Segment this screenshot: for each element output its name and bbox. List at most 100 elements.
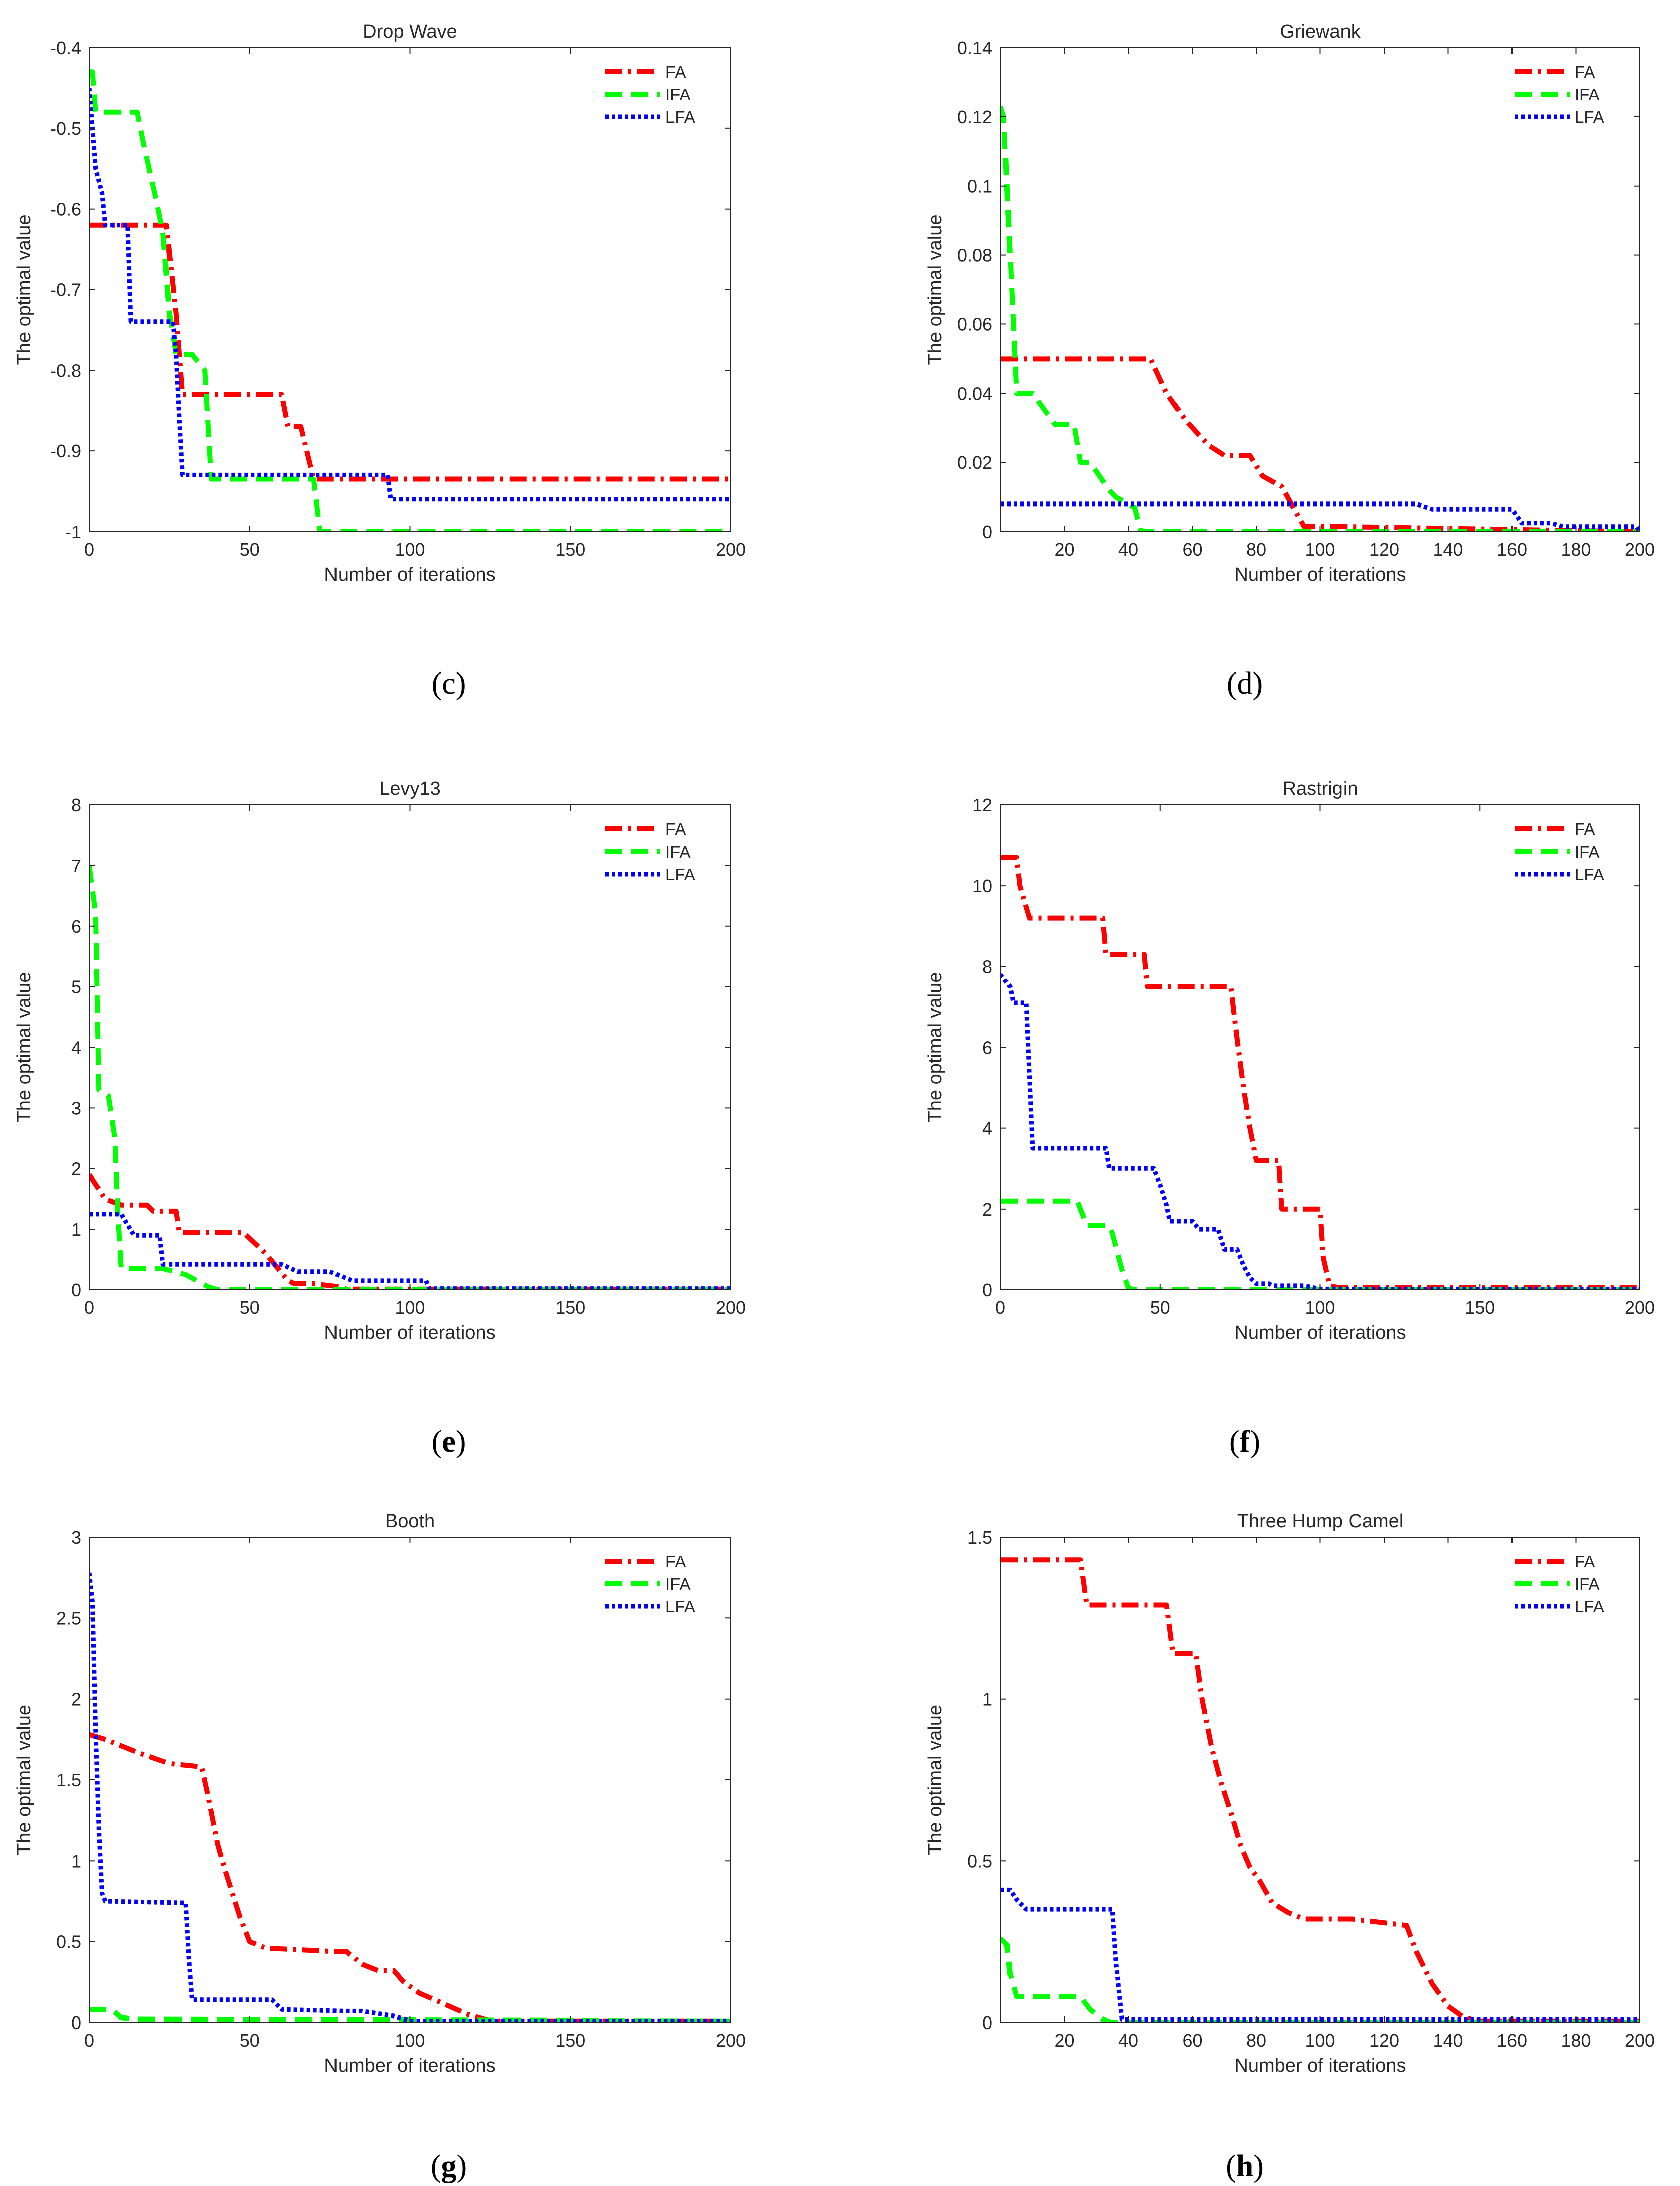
- subfigure-caption: (d): [1227, 666, 1263, 701]
- series-lfa-line: [89, 88, 731, 502]
- legend-label-lfa: LFA: [665, 108, 695, 126]
- series-ifa-line: [1000, 1198, 1640, 1290]
- y-tick-label: 4: [71, 1038, 81, 1058]
- x-tick-label: 100: [1305, 1297, 1335, 1318]
- plot-frame: [89, 804, 731, 1290]
- chart-title: Drop Wave: [363, 21, 457, 42]
- chart-title: Rastrigin: [1283, 778, 1358, 799]
- x-tick-label: 140: [1433, 539, 1463, 560]
- legend-label-ifa: IFA: [665, 85, 691, 104]
- y-tick-label: 7: [71, 856, 81, 876]
- series-fa-line: [89, 222, 731, 482]
- y-tick-label: -1: [65, 522, 81, 542]
- y-tick-label: 3: [71, 1527, 81, 1548]
- x-tick-label: 150: [555, 2030, 585, 2051]
- x-tick-label: 100: [1305, 539, 1335, 560]
- x-axis-label: Number of iterations: [1234, 1322, 1406, 1343]
- y-tick-label: 1: [71, 1219, 81, 1240]
- y-tick-label: 1.5: [967, 1527, 992, 1548]
- y-tick-label: -0.6: [50, 199, 81, 220]
- x-tick-label: 200: [1625, 1297, 1655, 1318]
- y-tick-label: -0.5: [50, 118, 81, 139]
- chart-title: Levy13: [379, 778, 441, 799]
- y-tick-label: -0.8: [50, 360, 81, 381]
- y-tick-label: 0.06: [957, 314, 992, 334]
- x-tick-label: 120: [1369, 2030, 1399, 2051]
- y-tick-label: 6: [71, 916, 81, 937]
- chart-title: Three Hump Camel: [1237, 1510, 1404, 1532]
- plot-frame: [1000, 47, 1640, 532]
- series-fa-line: [89, 1173, 731, 1290]
- x-tick-label: 200: [716, 2030, 746, 2051]
- y-tick-label: 1: [982, 1689, 992, 1710]
- x-tick-label: 160: [1497, 539, 1527, 560]
- x-tick-label: 0: [84, 539, 94, 560]
- y-tick-label: 2: [71, 1158, 81, 1179]
- y-tick-label: 0.12: [957, 107, 992, 127]
- x-tick-label: 140: [1433, 2030, 1463, 2051]
- legend-label-ifa: IFA: [665, 1575, 691, 1593]
- legend-label-ifa: IFA: [665, 843, 691, 861]
- y-tick-label: 0.5: [967, 1851, 992, 1871]
- y-tick-label: 1: [71, 1851, 81, 1871]
- series-lfa-line: [89, 1572, 731, 2023]
- legend-label-lfa: LFA: [1575, 108, 1604, 126]
- x-tick-label: 40: [1118, 539, 1138, 560]
- x-tick-label: 40: [1118, 2030, 1138, 2051]
- legend-label-fa: FA: [665, 1552, 686, 1571]
- subfigure-caption: (g): [431, 2149, 467, 2183]
- chart-c: 0 50 100 150 200 -1 -0.9 -0.8 -0.7 -0.6 -0.5 -0.4 Dr…: [14, 21, 746, 701]
- x-tick-label: 180: [1561, 2030, 1591, 2051]
- x-tick-label: 100: [395, 539, 425, 560]
- legend-label-lfa: LFA: [665, 1597, 695, 1616]
- y-tick-label: 0.5: [56, 1932, 81, 1952]
- y-tick-label: 0: [982, 1280, 992, 1300]
- y-tick-label: -0.4: [50, 38, 81, 58]
- chart-f: 0 50 100 150 200 0 2 4 6 8 10 12 Rastrigin Number of …: [925, 778, 1655, 1459]
- plot-frame: [1000, 1537, 1640, 2023]
- y-tick-label: 8: [982, 956, 992, 977]
- series-fa-line: [1000, 356, 1640, 532]
- y-tick-label: 0: [71, 1280, 81, 1300]
- legend-label-fa: FA: [665, 820, 686, 838]
- legend-label-lfa: LFA: [665, 865, 695, 884]
- x-tick-label: 50: [240, 539, 260, 560]
- x-axis-label: Number of iterations: [1234, 564, 1406, 585]
- legend-label-lfa: LFA: [1575, 1597, 1604, 1616]
- chart-g: 0 50 100 150 200 0 0.5 1 1.5 2 2.5 3 Booth Number of …: [14, 1510, 746, 2183]
- y-tick-label: 4: [982, 1118, 992, 1139]
- x-tick-label: 20: [1054, 2030, 1074, 2051]
- y-tick-label: 0: [982, 2012, 992, 2033]
- subfigure-caption: (h): [1226, 2149, 1264, 2183]
- series-fa-line: [1000, 1557, 1640, 2023]
- series-ifa-line: [89, 2007, 731, 2023]
- legend-label-lfa: LFA: [1575, 865, 1604, 884]
- legend-label-fa: FA: [1575, 1552, 1595, 1571]
- y-tick-label: 0: [71, 2012, 81, 2033]
- y-tick-label: -0.9: [50, 441, 81, 461]
- x-tick-label: 60: [1182, 539, 1202, 560]
- x-tick-label: 50: [240, 2030, 260, 2051]
- x-tick-label: 100: [395, 2030, 425, 2051]
- legend-label-ifa: IFA: [1575, 85, 1600, 104]
- x-axis-label: Number of iterations: [324, 1322, 495, 1343]
- chart-title: Booth: [385, 1510, 435, 1532]
- y-tick-label: 6: [982, 1038, 992, 1058]
- y-tick-label: 0.02: [957, 452, 992, 473]
- series-fa-line: [89, 1732, 731, 2023]
- y-tick-label: -0.7: [50, 280, 81, 300]
- y-axis-label: The optimal value: [14, 215, 35, 365]
- y-tick-label: 10: [972, 876, 992, 896]
- x-tick-label: 20: [1054, 539, 1074, 560]
- y-tick-label: 0.1: [967, 176, 992, 197]
- x-tick-label: 100: [395, 1297, 425, 1318]
- x-tick-label: 100: [1305, 2030, 1335, 2051]
- legend-label-ifa: IFA: [1575, 843, 1600, 861]
- series-ifa-line: [1000, 105, 1640, 532]
- x-tick-label: 50: [1150, 1297, 1170, 1318]
- plot-frame: [89, 47, 731, 532]
- x-tick-label: 200: [1625, 539, 1655, 560]
- y-tick-label: 0.14: [957, 38, 992, 58]
- legend-label-fa: FA: [665, 63, 686, 81]
- y-tick-label: 1.5: [56, 1770, 81, 1790]
